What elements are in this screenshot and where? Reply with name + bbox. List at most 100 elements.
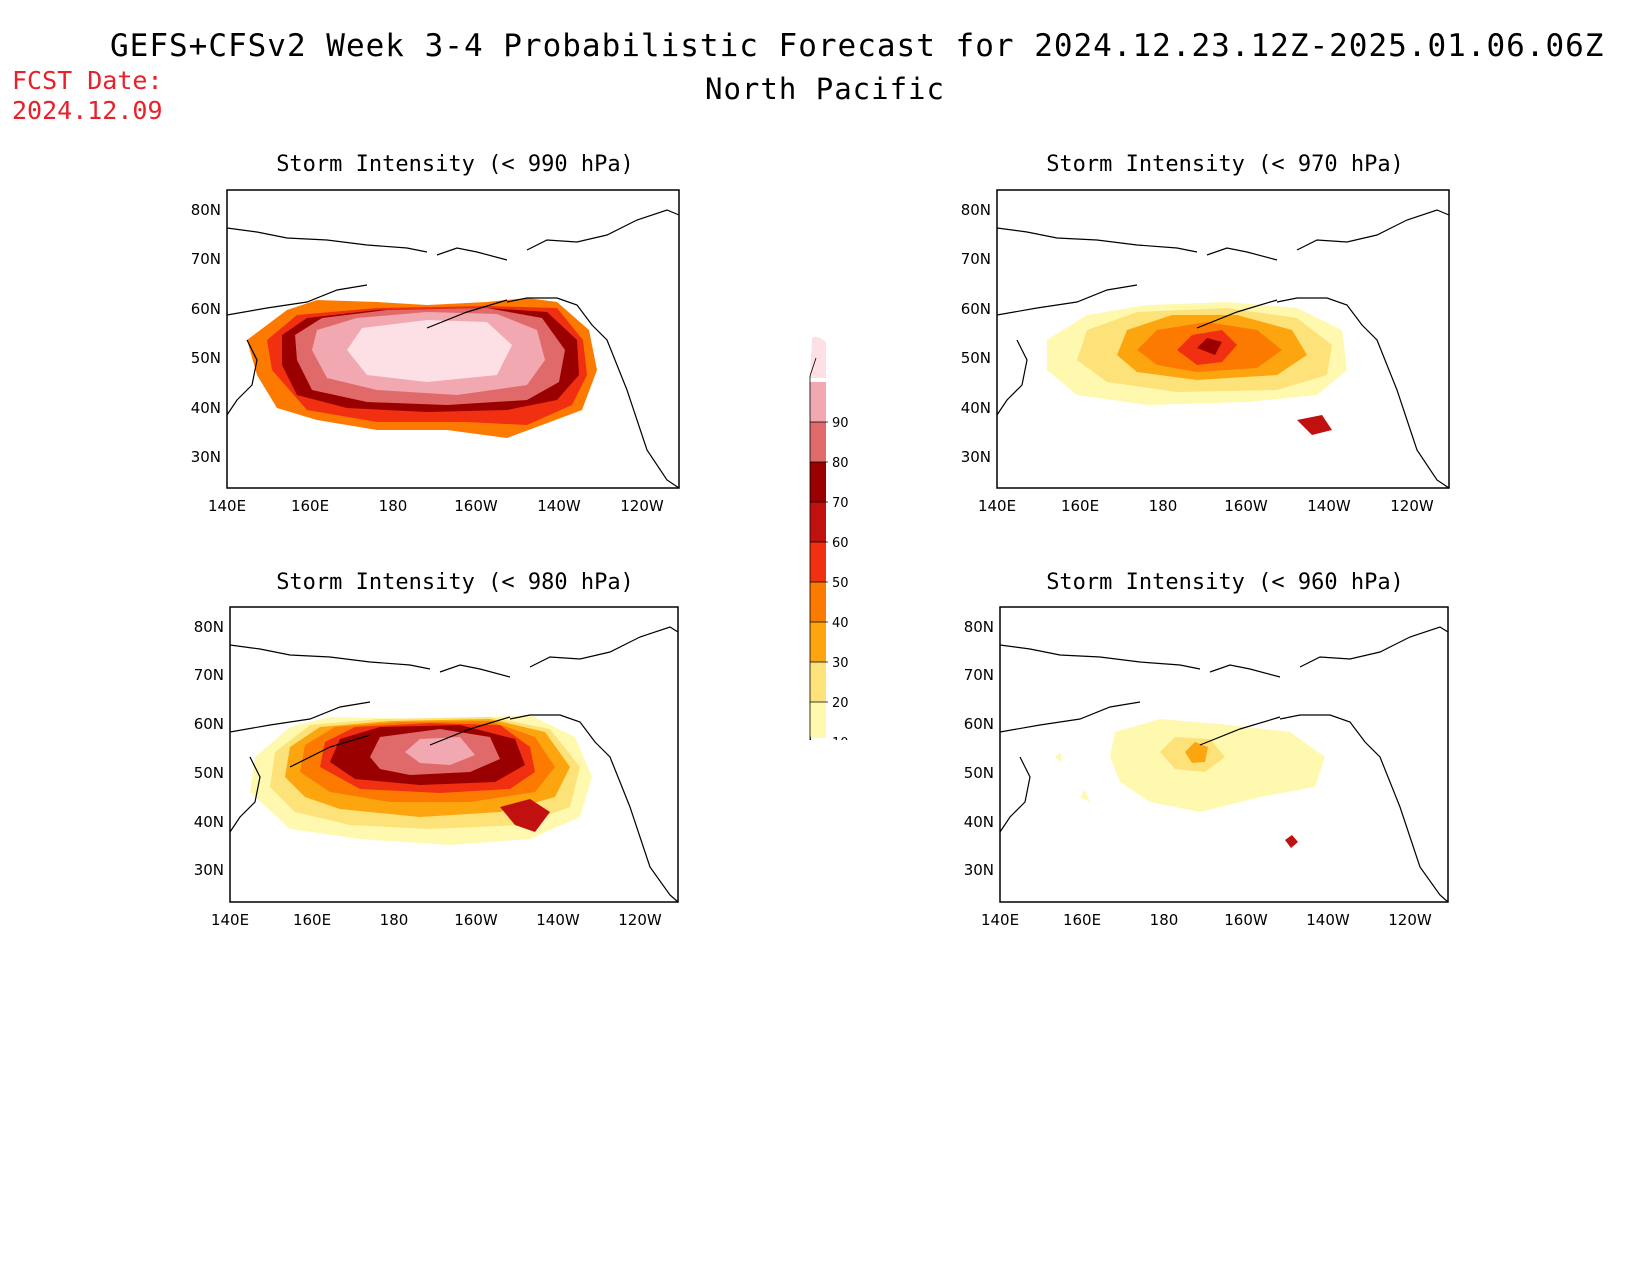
colorbar-level-label: 30 <box>832 656 849 671</box>
colorbar-swatch <box>810 462 826 502</box>
lon-label: 140E <box>208 497 246 515</box>
lat-label: 30N <box>964 861 994 879</box>
lat-label: 60N <box>194 715 224 733</box>
lon-label: 180 <box>1150 911 1179 929</box>
map-panel-970: 80N 70N 60N 50N 40N 30N 140E 160E 180 16… <box>961 189 1450 515</box>
panel-title-960: Storm Intensity (< 960 hPa) <box>1046 570 1404 595</box>
lon-label: 140E <box>211 911 249 929</box>
coastline <box>996 209 1450 489</box>
panel-title-990: Storm Intensity (< 990 hPa) <box>276 152 634 177</box>
lon-label: 120W <box>620 497 664 515</box>
colorbar-tail <box>809 735 812 740</box>
colorbar-level-label: 70 <box>832 496 849 511</box>
colorbar-labels: 10 20 30 40 50 60 70 80 90 <box>810 416 849 740</box>
lon-labels: 140E 160E 180 160W 140W 120W <box>208 497 664 515</box>
lat-label: 50N <box>194 764 224 782</box>
colorbar-outline <box>809 357 817 740</box>
lon-label: 160E <box>293 911 331 929</box>
colorbar-level-label: 90 <box>832 416 849 431</box>
lon-label: 160W <box>454 911 498 929</box>
lat-label: 80N <box>961 201 991 219</box>
colorbar-swatch <box>810 662 826 702</box>
lon-label: 160W <box>454 497 498 515</box>
map-panel-960: 80N 70N 60N 50N 40N 30N 140E 160E 180 16… <box>964 606 1449 929</box>
lon-labels: 140E 160E 180 160W 140W 120W <box>211 911 662 929</box>
region-title: North Pacific <box>705 72 945 106</box>
lon-label: 140W <box>1306 911 1350 929</box>
lon-labels: 140E 160E 180 160W 140W 120W <box>978 497 1434 515</box>
lat-label: 80N <box>194 618 224 636</box>
colorbar-level-label: 50 <box>832 576 849 591</box>
colorbar-swatch <box>810 336 826 378</box>
lat-label: 40N <box>194 813 224 831</box>
lat-label: 70N <box>964 666 994 684</box>
lat-label: 60N <box>191 300 221 318</box>
fcst-date-label: FCST Date: <box>12 66 163 95</box>
lon-label: 140W <box>1307 497 1351 515</box>
lat-labels: 80N 70N 60N 50N 40N 30N <box>961 201 991 466</box>
colorbar-swatch <box>810 702 826 738</box>
lat-label: 70N <box>194 666 224 684</box>
lat-label: 80N <box>964 618 994 636</box>
lat-label: 60N <box>964 715 994 733</box>
lat-label: 30N <box>191 448 221 466</box>
colorbar-level-label: 40 <box>832 616 849 631</box>
colorbar-swatch <box>810 622 826 662</box>
lat-label: 30N <box>194 861 224 879</box>
map-panel-980: 80N 70N 60N 50N 40N 30N 140E 160E 180 16… <box>194 606 679 929</box>
lat-label: 40N <box>191 399 221 417</box>
coastline <box>999 626 1449 903</box>
colorbar-swatch <box>810 502 826 542</box>
lon-label: 120W <box>1390 497 1434 515</box>
probability-field <box>250 715 592 845</box>
lat-label: 70N <box>191 250 221 268</box>
colorbar-swatches <box>809 336 826 740</box>
lat-label: 40N <box>961 399 991 417</box>
lon-label: 160E <box>1061 497 1099 515</box>
lon-label: 160W <box>1224 911 1268 929</box>
lat-label: 50N <box>191 349 221 367</box>
coastline <box>229 626 679 903</box>
panel-title-980: Storm Intensity (< 980 hPa) <box>276 570 634 595</box>
map-panel-990: 80N 70N 60N 50N 40N 30N 140E 160E 180 16… <box>191 189 680 515</box>
lat-labels: 80N 70N 60N 50N 40N 30N <box>194 618 224 879</box>
lon-label: 180 <box>379 497 408 515</box>
lon-label: 140W <box>536 911 580 929</box>
fcst-date-block: FCST Date: 2024.12.09 <box>12 66 163 126</box>
panel-title-970: Storm Intensity (< 970 hPa) <box>1046 152 1404 177</box>
lon-label: 160E <box>1063 911 1101 929</box>
lon-label: 120W <box>618 911 662 929</box>
lat-label: 70N <box>961 250 991 268</box>
colorbar-swatch <box>810 382 826 422</box>
lon-label: 180 <box>1149 497 1178 515</box>
probability-field <box>1055 719 1325 848</box>
fcst-date-value: 2024.12.09 <box>12 96 163 125</box>
lon-labels: 140E 160E 180 160W 140W 120W <box>981 911 1432 929</box>
colorbar-level-label: 20 <box>832 696 849 711</box>
lat-label: 60N <box>961 300 991 318</box>
colorbar-swatch <box>810 542 826 582</box>
lat-labels: 80N 70N 60N 50N 40N 30N <box>964 618 994 879</box>
lat-label: 80N <box>191 201 221 219</box>
probability-field <box>1047 302 1347 435</box>
colorbar-swatch <box>810 582 826 622</box>
lat-label: 50N <box>964 764 994 782</box>
lon-label: 140E <box>981 911 1019 929</box>
lat-label: 40N <box>964 813 994 831</box>
lon-label: 140E <box>978 497 1016 515</box>
colorbar-swatch <box>810 422 826 462</box>
lon-label: 140W <box>537 497 581 515</box>
colorbar-level-label: 10 <box>832 736 849 740</box>
lat-label: 30N <box>961 448 991 466</box>
lon-label: 160W <box>1224 497 1268 515</box>
colorbar: 10 20 30 40 50 60 70 80 90 <box>809 336 849 740</box>
coastline <box>226 209 680 489</box>
lon-label: 120W <box>1388 911 1432 929</box>
lat-label: 50N <box>961 349 991 367</box>
colorbar-level-label: 80 <box>832 456 849 471</box>
lon-label: 160E <box>291 497 329 515</box>
lat-labels: 80N 70N 60N 50N 40N 30N <box>191 201 221 466</box>
lon-label: 180 <box>380 911 409 929</box>
probability-field <box>247 298 597 438</box>
figure-title: GEFS+CFSv2 Week 3-4 Probabilistic Foreca… <box>110 28 1605 64</box>
